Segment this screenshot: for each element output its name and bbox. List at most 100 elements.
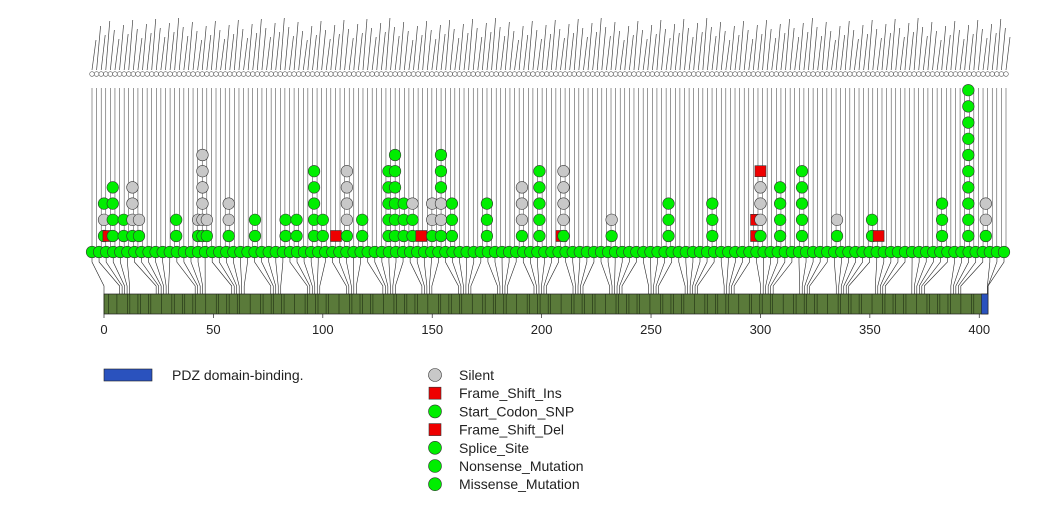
top-slot-circle bbox=[759, 71, 766, 77]
top-label-glyph bbox=[339, 19, 345, 71]
mutation-marker-circle bbox=[388, 165, 402, 178]
baseline-circles-layer bbox=[85, 245, 1011, 259]
top-label-glyph bbox=[748, 38, 754, 71]
top-label-glyph bbox=[730, 25, 735, 71]
type-legend-label: Start_Codon_SNP bbox=[459, 403, 574, 419]
top-label-glyph bbox=[422, 20, 428, 71]
top-label-glyph bbox=[647, 24, 653, 71]
domain-legend-label: PDZ domain-binding. bbox=[172, 367, 304, 383]
top-label-glyph bbox=[532, 29, 538, 71]
top-slot-circle bbox=[704, 71, 711, 77]
top-label-glyph bbox=[808, 17, 813, 71]
connector-line bbox=[423, 257, 428, 294]
top-slot-circle bbox=[172, 71, 178, 77]
top-label-glyph bbox=[886, 32, 891, 71]
mutation-marker-circle bbox=[706, 197, 719, 210]
top-slot-circle bbox=[787, 71, 793, 77]
top-slot-circle bbox=[585, 71, 591, 77]
mutation-marker-square bbox=[330, 230, 342, 242]
mutation-marker-circle bbox=[962, 197, 975, 210]
connector-line bbox=[580, 257, 588, 294]
connector-line bbox=[987, 257, 1005, 294]
top-label-glyph bbox=[697, 31, 703, 71]
connector-line bbox=[374, 257, 386, 294]
connector-line bbox=[770, 257, 786, 294]
connector-line bbox=[838, 257, 842, 294]
mutation-marker-circle bbox=[434, 148, 448, 162]
top-slot-circle bbox=[695, 71, 701, 77]
top-label-glyph bbox=[238, 28, 244, 71]
mutation-marker-circle bbox=[388, 181, 402, 194]
mutation-marker-circle bbox=[480, 229, 494, 243]
top-slot-circle bbox=[631, 71, 637, 77]
mutation-marker-circle bbox=[935, 229, 949, 243]
mutation-marker-circle bbox=[557, 229, 570, 243]
mutation-marker-circle bbox=[222, 197, 235, 210]
connector-line bbox=[840, 257, 849, 294]
connector-line bbox=[845, 257, 863, 294]
connector-line bbox=[809, 257, 828, 294]
top-slot-circle bbox=[199, 71, 205, 77]
connector-line bbox=[801, 257, 807, 294]
mutation-marker-circle bbox=[132, 213, 146, 226]
top-slot-circle bbox=[273, 71, 279, 77]
top-slot-circle bbox=[764, 71, 770, 77]
type-legend-swatch bbox=[428, 477, 442, 492]
mutation-marker-circle bbox=[106, 229, 119, 243]
top-label-glyph bbox=[973, 19, 979, 71]
top-slot-circle bbox=[383, 71, 389, 77]
top-label-glyph bbox=[716, 21, 721, 71]
connector-line bbox=[226, 257, 238, 294]
top-label-glyph bbox=[243, 37, 248, 71]
connector-line bbox=[614, 257, 616, 294]
connector-line bbox=[987, 257, 998, 294]
top-slot-circle bbox=[250, 71, 256, 77]
top-slot-circle bbox=[208, 71, 215, 77]
mutation-marker-circle bbox=[388, 148, 402, 162]
mutation-marker-circle bbox=[480, 197, 494, 210]
top-label-glyph bbox=[688, 36, 694, 71]
connector-line bbox=[565, 257, 574, 294]
top-label-glyph bbox=[629, 34, 634, 71]
top-label-glyph bbox=[766, 28, 772, 71]
connector-line bbox=[621, 257, 637, 294]
top-slot-circle bbox=[612, 71, 619, 77]
top-label-glyph bbox=[803, 31, 809, 71]
mutation-marker-circle bbox=[935, 213, 949, 226]
top-label-glyph bbox=[1005, 36, 1011, 71]
top-label-glyph bbox=[831, 39, 836, 71]
x-axis-tick-label: 300 bbox=[750, 322, 772, 337]
mutation-marker-circle bbox=[340, 165, 353, 178]
top-slot-circle bbox=[769, 71, 775, 77]
top-slot-circle bbox=[603, 71, 610, 77]
top-slot-circle bbox=[112, 71, 118, 77]
connector-line bbox=[879, 257, 892, 294]
top-slot-circle bbox=[346, 71, 352, 77]
type-legend-label: Missense_Mutation bbox=[459, 476, 580, 492]
mutation-marker-circle bbox=[557, 181, 570, 194]
top-slot-circle bbox=[755, 71, 761, 77]
top-label-glyph bbox=[174, 17, 180, 71]
top-label-glyph bbox=[289, 35, 294, 71]
mutation-marker-circle bbox=[830, 229, 844, 243]
top-label-glyph bbox=[206, 34, 212, 71]
connector-line bbox=[429, 257, 432, 294]
connector-line bbox=[176, 257, 196, 294]
top-label-glyph bbox=[849, 29, 855, 71]
top-slot-circle bbox=[594, 71, 600, 77]
top-slot-circle bbox=[397, 71, 403, 77]
top-label-glyph bbox=[895, 27, 901, 71]
top-label-glyph bbox=[224, 24, 230, 71]
top-slot-circle bbox=[539, 71, 545, 77]
top-slot-circle bbox=[406, 71, 412, 77]
connector-line bbox=[416, 257, 425, 294]
top-label-glyph bbox=[615, 30, 620, 71]
mutation-marker-circle bbox=[605, 229, 618, 243]
type-legend-label: Nonsense_Mutation bbox=[459, 458, 584, 474]
top-label-glyph bbox=[978, 28, 983, 71]
mutation-marker-circle bbox=[445, 213, 459, 226]
top-label-glyph bbox=[734, 34, 740, 71]
top-label-glyph bbox=[537, 38, 542, 71]
mutation-marker-circle bbox=[340, 213, 353, 226]
top-slot-circle bbox=[700, 71, 706, 77]
